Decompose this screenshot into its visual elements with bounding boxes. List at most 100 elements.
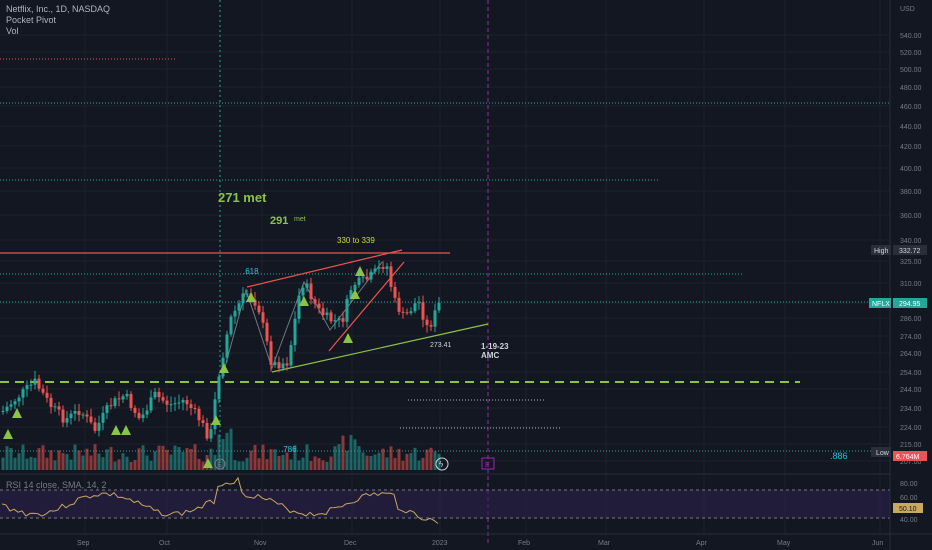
price-tick-label: 520.00 <box>900 50 922 57</box>
candle-body <box>269 341 273 365</box>
candle-body <box>217 376 221 400</box>
volume-bar <box>329 456 333 470</box>
candle-body <box>101 412 105 423</box>
candle-body <box>105 405 109 413</box>
candle-body <box>53 406 57 408</box>
volume-bar <box>109 447 113 470</box>
high-value-box <box>893 245 927 255</box>
price-tick-label: 480.00 <box>900 85 922 92</box>
candle-body <box>177 402 181 404</box>
volume-bar <box>317 458 321 470</box>
ticker-label-box <box>869 298 891 308</box>
earnings-event-icon-oct[interactable] <box>214 458 226 470</box>
volume-bar <box>397 448 401 470</box>
volume-bar <box>421 457 425 470</box>
candle-body <box>421 302 425 320</box>
price-tick-label: 540.00 <box>900 33 922 40</box>
candle-body <box>337 318 341 321</box>
candle-body <box>281 363 285 369</box>
candle-body <box>65 418 69 423</box>
volume-bar <box>269 449 273 470</box>
volume-bar <box>289 459 293 470</box>
candle-body <box>185 400 189 405</box>
volume-bar <box>101 457 105 470</box>
pocket-pivot-triangle <box>350 289 360 299</box>
price-tick-label: 500.00 <box>900 67 922 74</box>
candle-body <box>393 286 397 298</box>
price-tick-label: 244.00 <box>900 387 922 394</box>
volume-bar <box>301 457 305 470</box>
price-tick-label: 274.00 <box>900 334 922 341</box>
annotation-date-line2: AMC <box>481 351 499 360</box>
rsi-legend[interactable]: RSI 14 close, SMA, 14, 2 <box>6 480 107 490</box>
candle-body <box>265 322 269 342</box>
volume-bar <box>173 445 177 470</box>
volume-bar <box>209 448 213 470</box>
volume-bar <box>245 457 249 470</box>
price-tick-label: 310.00 <box>900 281 922 288</box>
volume-bar <box>153 451 157 470</box>
earnings-event-icon-jan[interactable] <box>481 457 495 470</box>
rsi-line <box>1 476 439 524</box>
ticker-label: NFLX <box>872 301 890 308</box>
pocket-pivot-triangle <box>211 415 221 425</box>
volume-bar <box>337 444 341 470</box>
volume-value-box <box>893 451 927 461</box>
price-tick-label: 360.00 <box>900 213 922 220</box>
volume-bar <box>357 446 361 470</box>
pocket-pivot-triangle <box>111 425 121 435</box>
pocket-pivot-triangle <box>3 429 13 439</box>
candle-body <box>13 401 17 405</box>
candle-body <box>21 389 25 398</box>
candle-body <box>1 410 5 412</box>
candle-body <box>345 298 349 322</box>
volume-bar <box>41 445 45 470</box>
dividend-event-icon[interactable] <box>435 457 449 471</box>
candle-body <box>9 404 13 407</box>
candle-body <box>357 277 361 285</box>
volume-value: 6.764M <box>896 454 920 461</box>
candle-body <box>17 397 21 402</box>
price-axis[interactable]: 540.00 520.00 500.00 480.00 460.00 440.00 420.… <box>900 33 922 466</box>
volume-bar <box>221 439 225 470</box>
volume-bar <box>425 449 429 470</box>
candle-body <box>273 362 277 365</box>
annotation-271-met: 271 met <box>218 190 267 205</box>
candle-body <box>197 408 201 421</box>
channel-support-green-line <box>271 323 489 373</box>
time-axis[interactable]: Sep Oct Nov Dec 2023 Feb Mar Apr May Jun <box>77 540 883 547</box>
volume-bar <box>253 444 257 470</box>
candle-body <box>417 302 421 304</box>
candle-body <box>385 266 389 269</box>
volume-bar <box>373 454 377 470</box>
rsi-tick-label: 40.00 <box>900 517 918 524</box>
volume-bar <box>5 446 9 470</box>
volume-bar <box>129 461 133 470</box>
volume-bar <box>297 460 301 470</box>
legend-pocket-pivot[interactable]: Pocket Pivot <box>6 15 57 25</box>
pocket-pivot-triangle <box>219 363 229 373</box>
legend-symbol-line[interactable]: Netflix, Inc., 1D, NASDAQ <box>6 4 111 14</box>
volume-bar <box>13 457 17 470</box>
candle-body <box>125 393 129 397</box>
volume-bar <box>61 453 65 470</box>
candle-body <box>429 325 433 327</box>
low-label-box <box>871 447 891 457</box>
volume-bar <box>309 461 313 470</box>
low-label: Low <box>876 450 890 457</box>
volume-bar <box>25 458 29 470</box>
volume-bar <box>257 458 261 470</box>
volume-bar <box>121 453 125 470</box>
rsi-axis[interactable]: 80.00 60.00 40.00 <box>900 481 918 524</box>
volume-bar <box>125 456 129 470</box>
legend-volume[interactable]: Vol <box>6 26 19 36</box>
annotation-fib-886: .886 <box>830 451 848 461</box>
candle-body <box>233 310 237 317</box>
volume-bar <box>89 455 93 470</box>
volume-bar <box>281 454 285 470</box>
volume-bar <box>201 461 205 470</box>
volume-bar <box>137 448 141 470</box>
volume-bar <box>361 452 365 470</box>
annotation-291-met: met <box>294 216 306 223</box>
